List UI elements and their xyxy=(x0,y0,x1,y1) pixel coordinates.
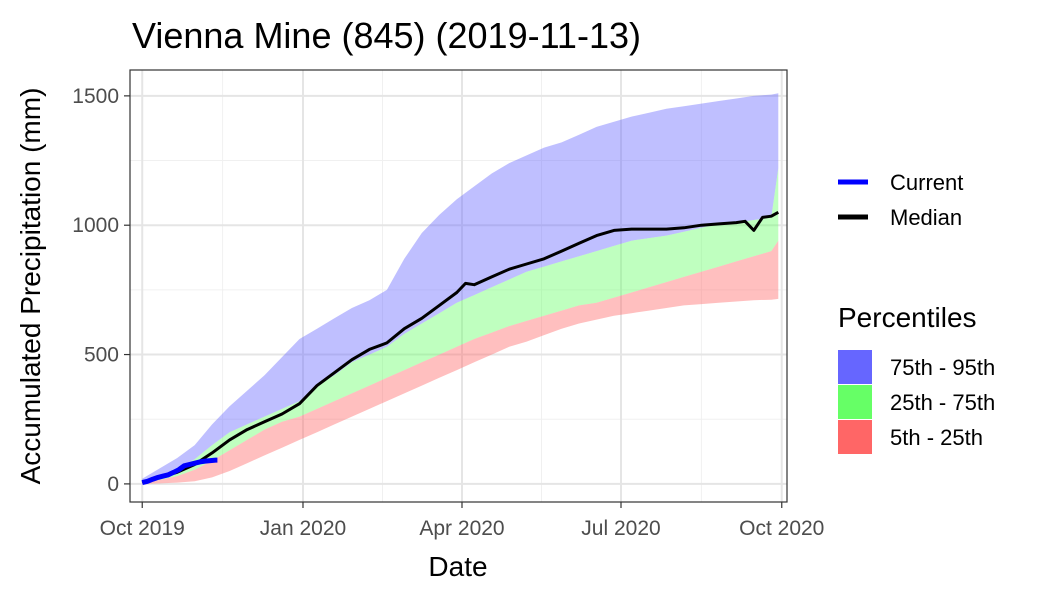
x-tick-label: Oct 2019 xyxy=(100,517,185,540)
legend: Current Median Percentiles 75th - 95th 25th … xyxy=(838,170,995,454)
legend-fill-label: 75th - 95th xyxy=(890,355,995,380)
legend-swatch xyxy=(838,420,872,454)
y-axis-title: Accumulated Precipitation (mm) xyxy=(15,88,46,485)
y-tick-label: 500 xyxy=(84,344,119,367)
legend-label-current: Current xyxy=(890,170,963,195)
series-lines xyxy=(141,210,780,486)
legend-swatch xyxy=(838,350,872,384)
legend-fill-label: 25th - 75th xyxy=(890,390,995,415)
plot-panel xyxy=(130,70,787,502)
legend-title: Percentiles xyxy=(838,302,977,333)
x-axis-title: Date xyxy=(428,551,487,582)
chart-title: Vienna Mine (845) (2019-11-13) xyxy=(132,15,641,56)
y-tick-label: 1000 xyxy=(72,214,119,237)
legend-fill-label: 5th - 25th xyxy=(890,425,983,450)
series-line-median xyxy=(141,210,780,485)
plot-border xyxy=(129,69,788,503)
band-5th-25th xyxy=(142,240,779,484)
series-line-current xyxy=(141,457,219,486)
x-tick-label: Jul 2020 xyxy=(581,517,660,540)
legend-label-median: Median xyxy=(890,205,962,230)
x-axis-ticks: Oct 2019 Jan 2020 Apr 2020 Jul 2020 Oct 2020 xyxy=(100,502,824,540)
y-tick-label: 1500 xyxy=(72,85,119,108)
x-tick-label: Jan 2020 xyxy=(260,517,346,540)
x-tick-label: Oct 2020 xyxy=(739,517,824,540)
legend-swatch xyxy=(838,385,872,419)
y-axis-ticks: 0 500 1000 1500 xyxy=(72,85,130,496)
y-tick-label: 0 xyxy=(107,473,119,496)
x-tick-label: Apr 2020 xyxy=(419,517,504,540)
